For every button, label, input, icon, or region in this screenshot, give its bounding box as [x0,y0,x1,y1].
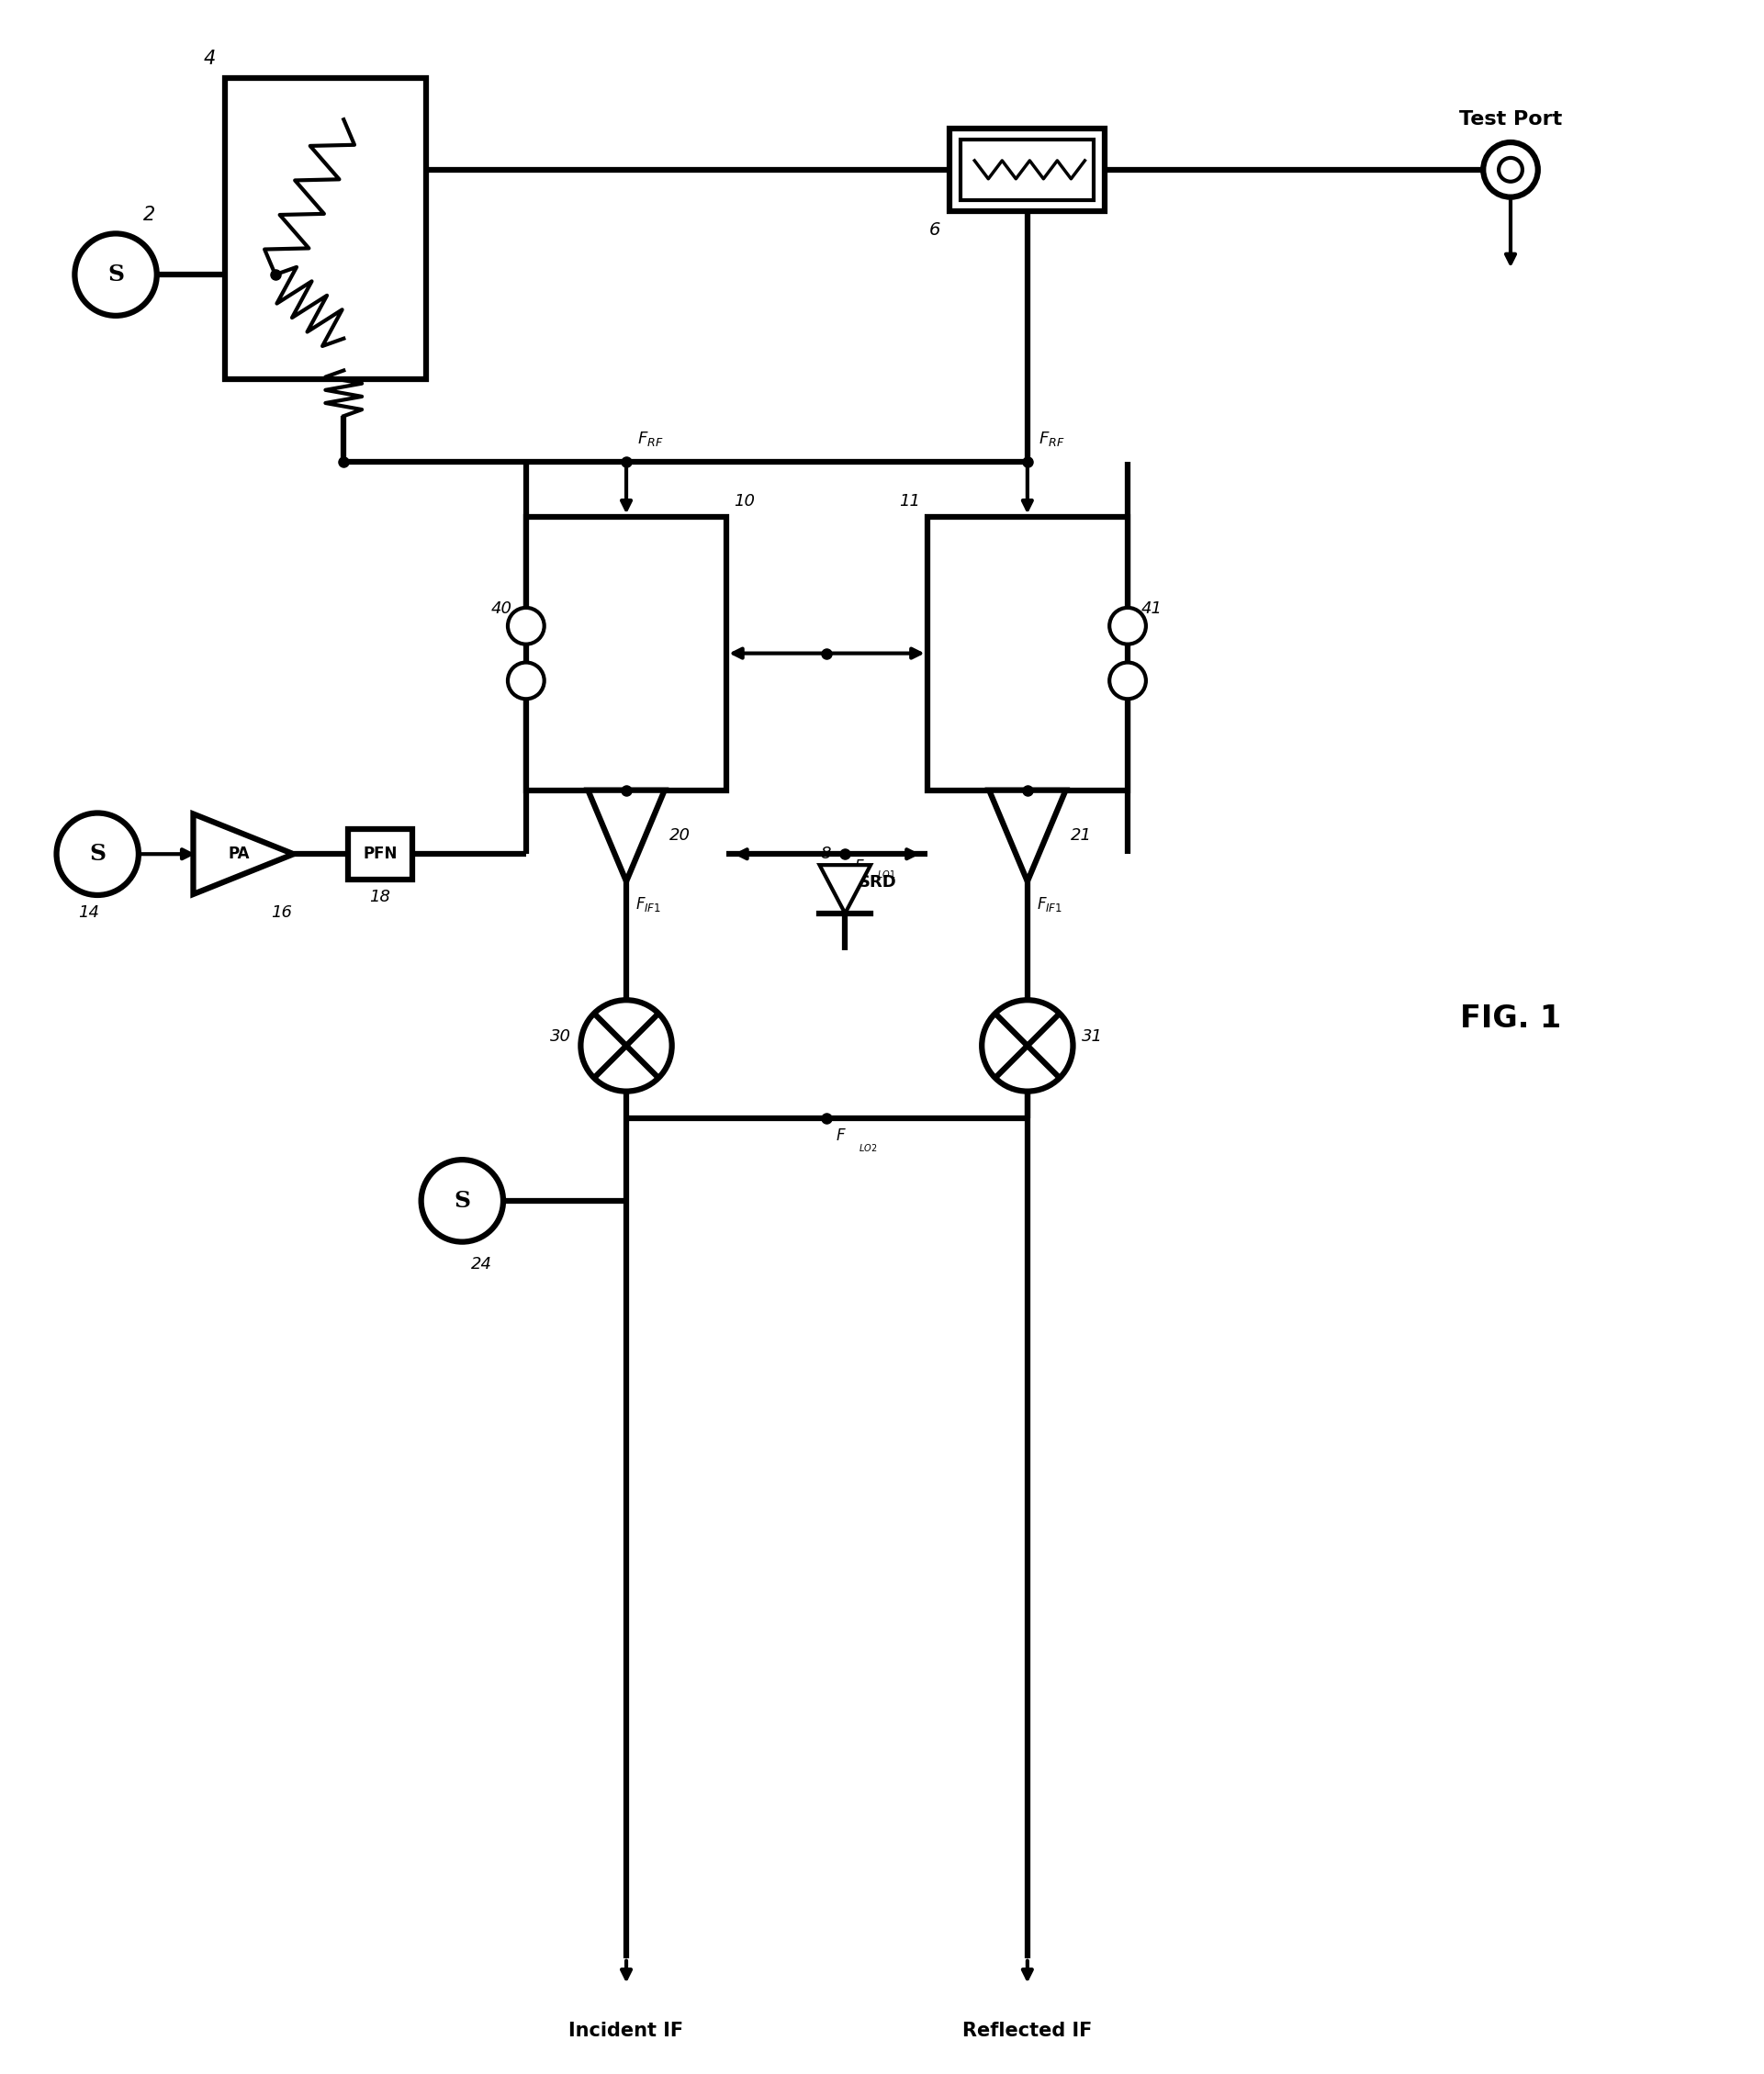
Bar [961,139,1094,199]
Text: PA: PA [228,846,250,863]
Bar [928,516,1127,790]
Circle shape [56,813,139,896]
Text: $F_{RF}$: $F_{RF}$ [637,429,663,448]
Text: FIG. 1: FIG. 1 [1461,1004,1561,1033]
Circle shape [983,1000,1073,1091]
Text: 21: 21 [1071,828,1092,844]
Circle shape [422,1159,503,1242]
Text: 31: 31 [1081,1029,1102,1045]
Text: 41: 41 [1141,599,1162,616]
Text: S: S [90,842,106,865]
Text: Harmonic: Harmonic [979,595,1076,612]
Text: Test Port: Test Port [1459,110,1563,129]
Polygon shape [990,790,1065,881]
Text: 16: 16 [270,904,291,921]
Circle shape [1499,158,1522,183]
Text: Splitter: Splitter [279,251,372,272]
Text: $F$: $F$ [854,859,864,875]
Text: (H): (H) [1013,695,1043,711]
Text: $F$: $F$ [836,1128,847,1145]
Text: 14: 14 [78,904,99,921]
Circle shape [74,234,157,315]
Circle shape [1484,143,1538,197]
Circle shape [580,1000,672,1091]
Bar [526,516,727,790]
Polygon shape [820,865,871,913]
Text: $F_{IF1}$: $F_{IF1}$ [635,896,662,913]
Text: 10: 10 [734,494,755,508]
Circle shape [508,662,545,699]
Text: Harmonic: Harmonic [579,595,674,612]
Bar [226,79,425,380]
Text: $F_{IF1}$: $F_{IF1}$ [1037,896,1062,913]
Text: (H): (H) [610,695,642,711]
Text: Power: Power [288,187,363,207]
Text: 40: 40 [490,599,512,616]
Text: Sampler: Sampler [584,645,669,662]
Text: 8: 8 [820,846,831,863]
Text: PFN: PFN [363,846,397,863]
Circle shape [1110,608,1147,645]
Text: S: S [108,263,123,286]
Text: 2: 2 [143,205,155,224]
Polygon shape [587,790,665,881]
Text: 18: 18 [370,888,390,904]
Polygon shape [194,813,293,894]
Text: 24: 24 [471,1255,492,1271]
Circle shape [1110,662,1147,699]
Text: $_{LO1}$: $_{LO1}$ [877,867,896,881]
Text: $F_{RF}$: $F_{RF}$ [1039,429,1064,448]
Text: $_{LO2}$: $_{LO2}$ [859,1141,877,1155]
Text: SRD: SRD [859,873,898,890]
Text: 6: 6 [930,222,940,239]
Text: 11: 11 [898,494,919,508]
Text: S: S [453,1190,471,1211]
Text: 20: 20 [669,828,690,844]
Circle shape [508,608,545,645]
Text: Incident IF: Incident IF [568,2022,684,2041]
Text: Reflected IF: Reflected IF [963,2022,1092,2041]
Bar [348,830,413,879]
Text: 30: 30 [550,1029,572,1045]
Text: 4: 4 [205,50,215,68]
Text: Sampler: Sampler [986,645,1069,662]
Bar [951,129,1104,212]
